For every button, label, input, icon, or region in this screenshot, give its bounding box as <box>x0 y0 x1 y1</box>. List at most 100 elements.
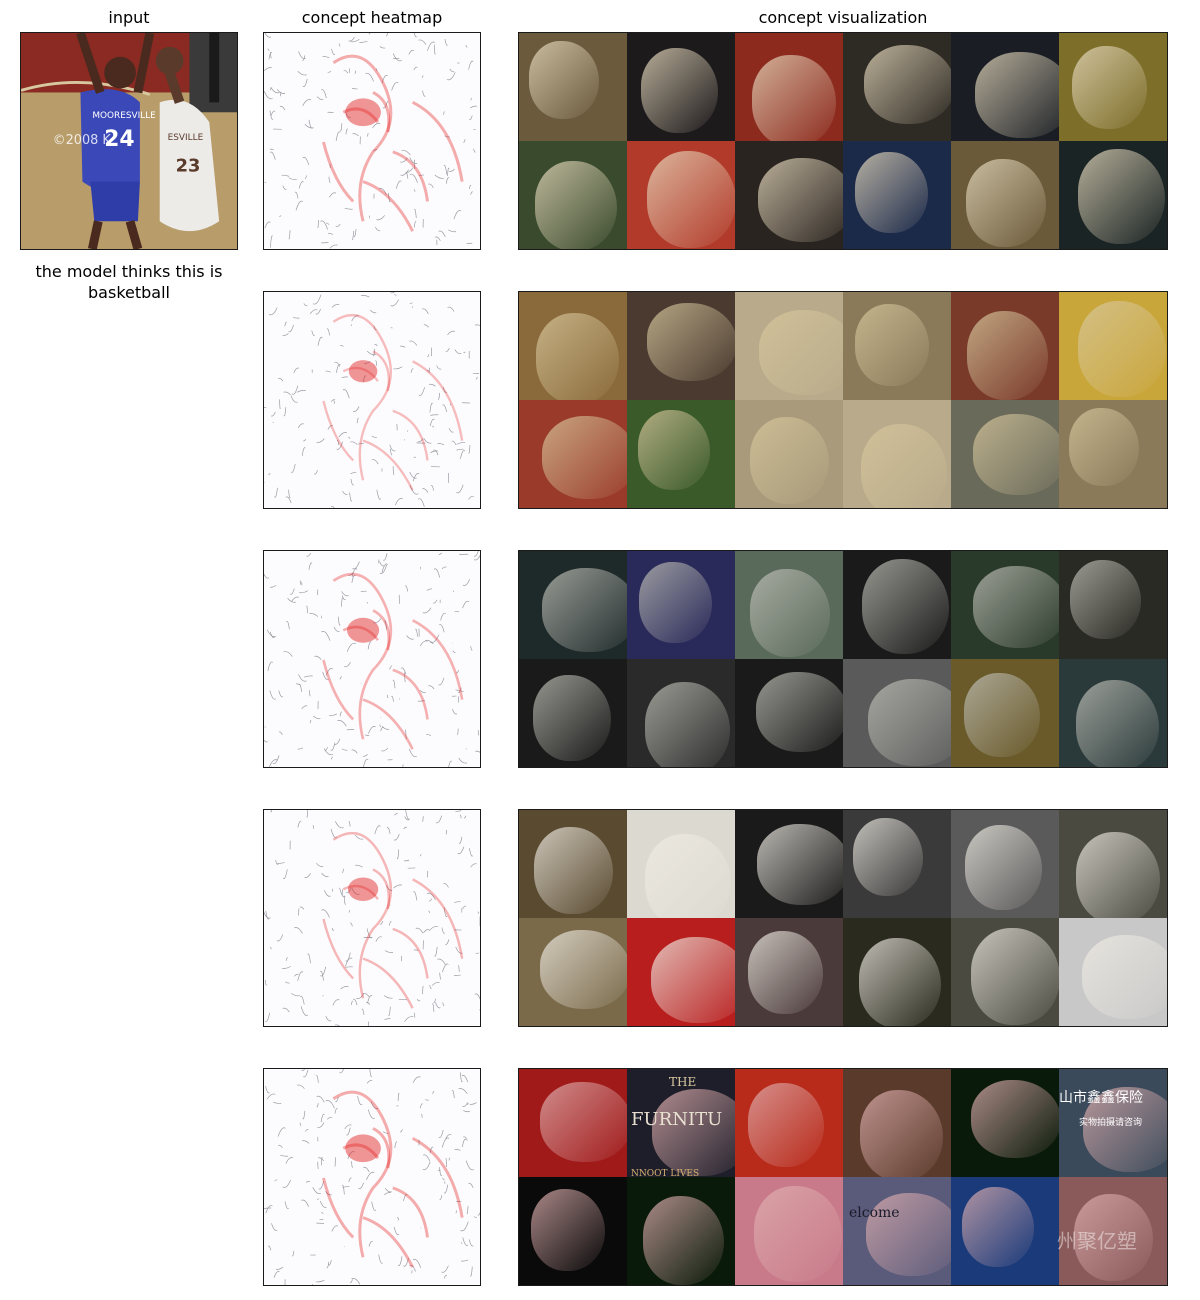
highlighted-region <box>867 679 951 766</box>
heatmap-edge <box>428 926 438 931</box>
heatmap-edge <box>277 1127 286 1137</box>
heatmap-edge <box>284 1201 289 1210</box>
heatmap-edge <box>463 815 467 819</box>
heatmap-activation <box>342 366 379 382</box>
heatmap-edge <box>459 1072 463 1083</box>
heatmap-edge <box>265 1012 270 1022</box>
heatmap-edge <box>265 1085 270 1094</box>
concept-patch <box>627 810 735 918</box>
concept-patch <box>951 141 1059 249</box>
heatmap-edge <box>364 361 371 364</box>
concept-patch <box>735 659 843 767</box>
heatmap-edge <box>321 872 329 878</box>
heatmap-activation <box>322 659 355 721</box>
heatmap-edge <box>368 1241 373 1247</box>
concept-patch <box>1059 1177 1167 1285</box>
heatmap-edge <box>367 1109 375 1119</box>
heatmap-edge <box>382 100 388 109</box>
heatmap-edge <box>352 406 360 412</box>
heatmap-edge <box>299 995 305 1005</box>
heatmap-edge <box>414 209 417 219</box>
heatmap-edge <box>350 478 354 486</box>
heatmap-edge <box>431 981 440 986</box>
heatmap-edge <box>279 215 282 217</box>
heatmap-edge <box>388 1006 391 1016</box>
heatmap-edge <box>454 349 462 355</box>
heatmap-edge <box>342 389 350 399</box>
heatmap-edge <box>341 1185 345 1195</box>
highlighted-region <box>752 55 836 141</box>
heatmap-edge <box>288 489 291 498</box>
heatmap-edge <box>438 230 446 238</box>
heatmap-edge <box>393 884 403 889</box>
heatmap-edge <box>379 724 382 728</box>
heatmap-edge <box>379 46 386 49</box>
heatmap-edge <box>371 435 377 438</box>
heatmap-edge <box>442 386 447 393</box>
heatmap-edge <box>436 365 442 370</box>
heatmap-edge <box>413 66 418 71</box>
heatmap-edge <box>342 1186 350 1188</box>
heatmap-edge <box>393 293 397 296</box>
heatmap-edge <box>443 883 449 888</box>
heatmap-edge <box>303 1069 309 1078</box>
heatmap-edge <box>415 628 418 637</box>
heatmap-edge <box>330 506 335 508</box>
heatmap-edge <box>318 1181 324 1190</box>
concept-visualization-header: concept visualization <box>758 8 928 27</box>
heatmap-edge <box>465 44 468 48</box>
heatmap-edge <box>457 846 465 855</box>
heatmap-image <box>264 551 480 767</box>
heatmap-edge <box>308 562 313 570</box>
heatmap-activation <box>392 409 429 461</box>
highlighted-region <box>861 424 947 508</box>
heatmap-edge <box>366 1080 373 1084</box>
heatmap-edge <box>465 1160 475 1171</box>
heatmap-edge <box>441 1265 449 1273</box>
concept-patch <box>627 1177 735 1285</box>
heatmap-edge <box>455 669 460 674</box>
heatmap-edge <box>274 487 278 498</box>
heatmap-edge <box>366 1171 375 1181</box>
heatmap-activation <box>332 1090 393 1258</box>
heatmap-edge <box>390 292 395 294</box>
heatmap-edge <box>341 868 344 873</box>
heatmap-edge <box>430 465 440 468</box>
heatmap-edge <box>473 554 480 561</box>
heatmap-edge <box>378 1254 383 1264</box>
heatmap-edge <box>351 887 360 895</box>
concept-patch <box>519 1177 627 1285</box>
heatmap-edge <box>422 607 432 614</box>
input-image: MOORESVILLE 24 ESVILLE 23 ©2008 K <box>20 32 238 250</box>
heatmap-edge <box>275 859 279 865</box>
heatmap-edge <box>309 613 319 617</box>
heatmap-edge <box>386 694 389 699</box>
highlighted-region <box>533 675 611 761</box>
heatmap-edge <box>445 939 450 945</box>
heatmap-edge <box>422 1154 431 1162</box>
heatmap-edge <box>264 33 272 38</box>
heatmap-edge <box>462 1237 469 1246</box>
heatmap-edge <box>409 173 418 183</box>
concept-patch <box>519 918 627 1026</box>
heatmap-edge <box>413 221 417 228</box>
heatmap-edge <box>265 1205 273 1214</box>
heatmap-edge <box>267 48 270 52</box>
heatmap-edge <box>278 731 283 736</box>
concept-visualization-3 <box>518 550 1168 768</box>
heatmap-edge <box>267 661 273 671</box>
heatmap-edge <box>433 998 436 1003</box>
heatmap-edge <box>340 345 344 347</box>
heatmap-edge <box>434 236 441 241</box>
heatmap-edge <box>437 958 446 965</box>
heatmap-edge <box>298 684 303 692</box>
heatmap-edge <box>302 99 312 106</box>
heatmap-edge <box>279 399 281 410</box>
heatmap-edge <box>364 734 370 736</box>
heatmap-edge <box>444 38 448 46</box>
heatmap-hotspot <box>348 360 378 383</box>
highlighted-region <box>756 824 843 905</box>
basketball-photo: MOORESVILLE 24 ESVILLE 23 ©2008 K <box>21 33 237 249</box>
concept-patch <box>519 141 627 249</box>
heatmap-edge <box>388 665 392 670</box>
